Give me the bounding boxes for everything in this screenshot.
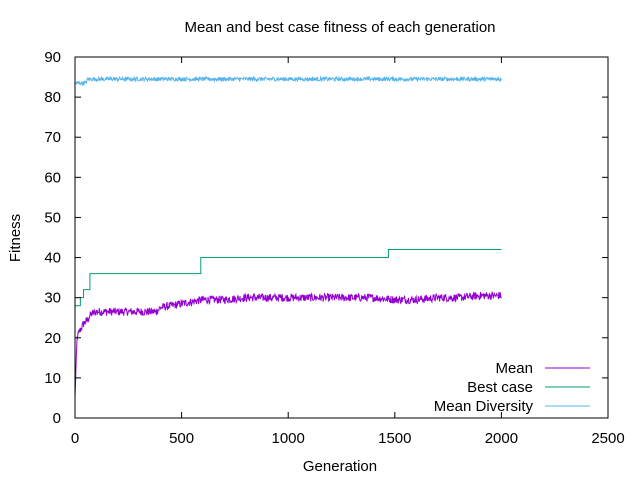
y-tick-label: 30 [44,290,61,307]
y-tick-label: 20 [44,330,61,347]
axis-ticks: 0 500 1000 1500 2000 2500 0 10 20 30 40 50 60 70 80 90 [44,49,624,447]
y-axis-label: Fitness [7,214,24,262]
legend-label: Best case [467,379,533,396]
series-line-1 [75,249,502,307]
legend-label: Mean Diversity [434,398,534,415]
x-tick-label: 1500 [378,430,411,447]
plot-area [74,75,502,398]
y-tick-label: 70 [44,129,61,146]
plot-frame [74,56,609,419]
x-tick-label: 0 [71,430,79,447]
x-axis-label: Generation [303,458,377,475]
series-line-2 [74,75,502,87]
legend: Mean Best case Mean Diversity [434,360,590,415]
x-tick-label: 1000 [272,430,305,447]
x-tick-label: 500 [169,430,194,447]
y-tick-label: 10 [44,370,61,387]
y-tick-label: 40 [44,250,61,267]
y-tick-label: 80 [44,89,61,106]
y-tick-label: 60 [44,169,61,186]
chart-title: Mean and best case fitness of each gener… [184,19,495,36]
legend-label: Mean [495,360,533,377]
y-tick-label: 0 [53,410,61,427]
x-tick-label: 2000 [485,430,518,447]
y-tick-label: 90 [44,49,61,66]
y-tick-label: 50 [44,209,61,226]
series-line-0 [74,291,502,398]
x-tick-label: 2500 [591,430,624,447]
